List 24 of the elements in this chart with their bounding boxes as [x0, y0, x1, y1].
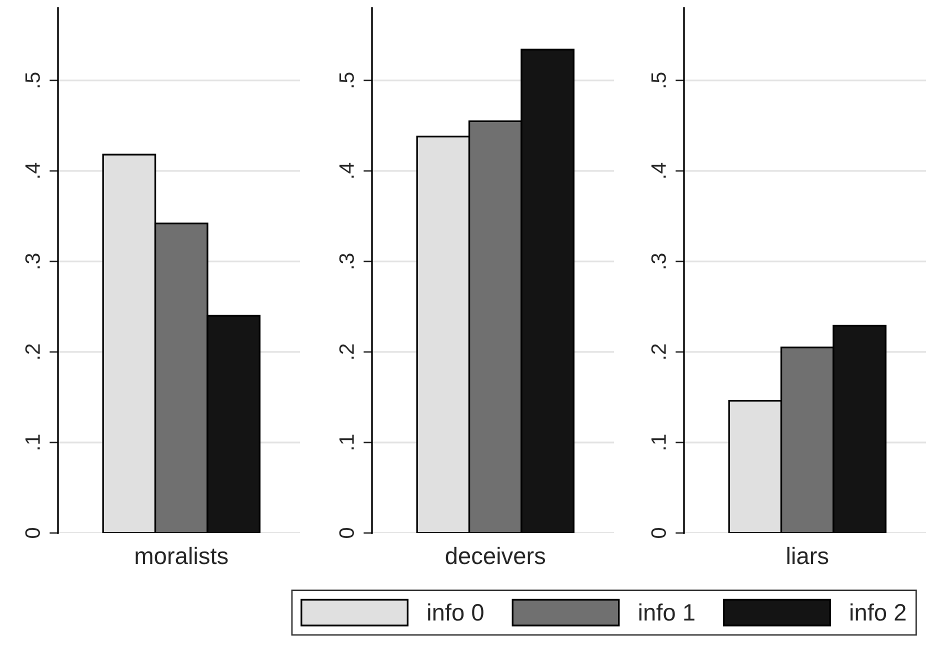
- y-tick-label: .3: [339, 254, 354, 268]
- y-tick-label: .5: [651, 72, 666, 88]
- y-tick-label: 0: [25, 528, 40, 538]
- y-tick-label: .1: [339, 434, 354, 450]
- x-tick-label: moralists: [136, 546, 228, 564]
- x-tick-label: deceivers: [446, 546, 546, 564]
- y-tick-label: .3: [25, 254, 40, 268]
- x-tick-label: liars: [787, 546, 828, 564]
- y-tick-label: .2: [25, 344, 40, 359]
- y-tick-label: 0: [339, 528, 354, 538]
- legend-label: info 0: [428, 603, 484, 621]
- y-tick-label: .4: [651, 162, 666, 178]
- y-tick-label: .3: [651, 254, 666, 268]
- y-tick-label: .2: [339, 344, 354, 359]
- y-tick-label: .5: [25, 72, 40, 88]
- y-tick-label: .5: [339, 72, 354, 88]
- y-tick-label: .4: [25, 162, 40, 178]
- y-tick-label: .4: [339, 162, 354, 178]
- y-tick-label: .1: [651, 434, 666, 450]
- y-tick-label: .1: [25, 434, 40, 450]
- legend-label: info 2: [850, 603, 906, 621]
- y-tick-label: 0: [651, 528, 666, 538]
- legend-label: info 1: [639, 603, 694, 621]
- y-tick-label: .2: [651, 344, 666, 359]
